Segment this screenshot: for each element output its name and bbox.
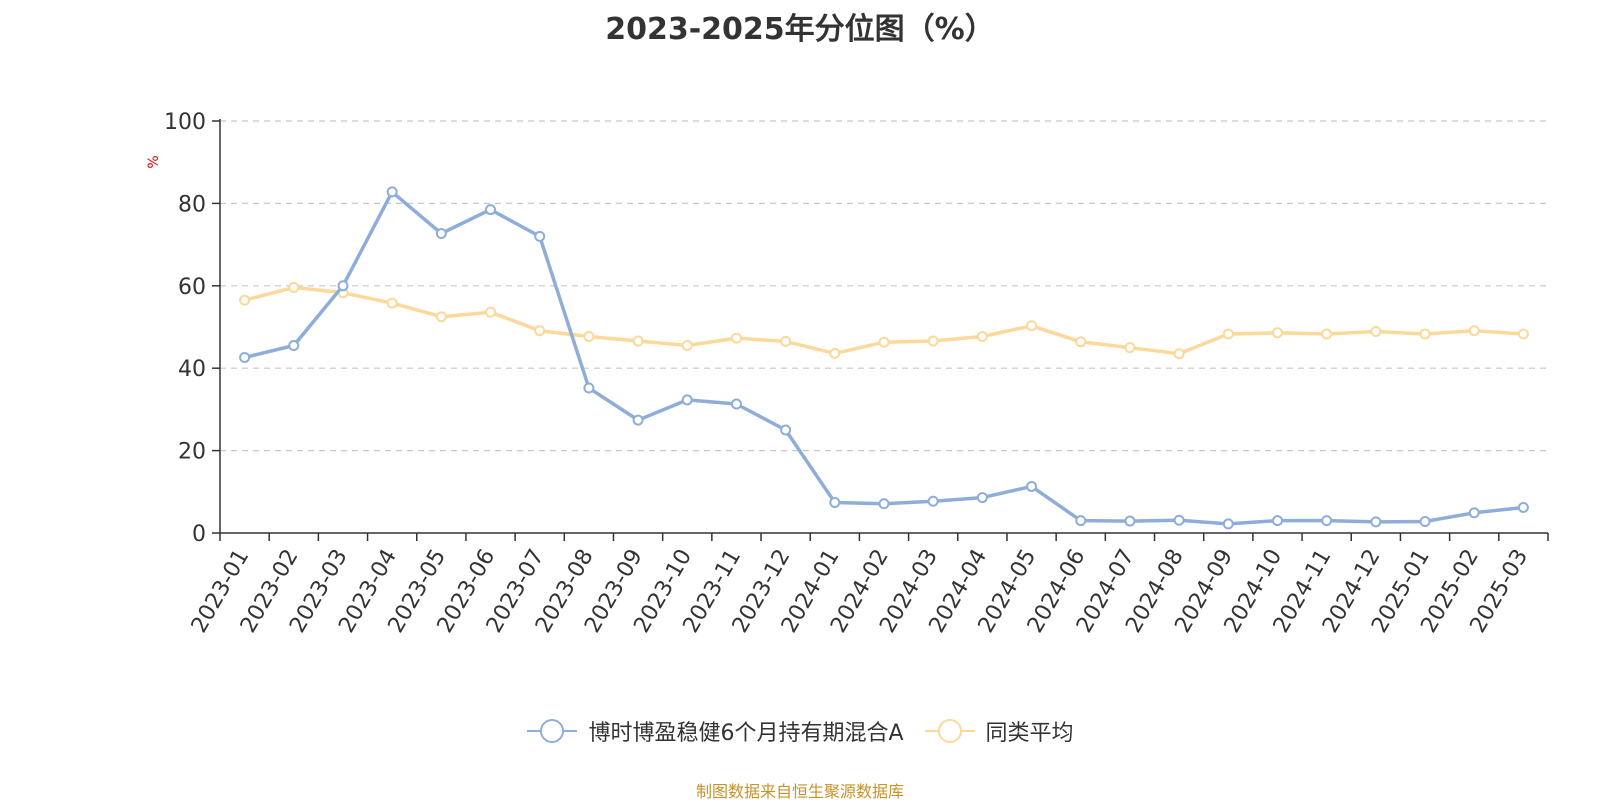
data-point[interactable] [632, 335, 644, 347]
data-point[interactable] [1419, 515, 1431, 527]
data-point[interactable] [878, 498, 890, 510]
legend-item-fund[interactable]: 博时博盈稳健6个月持有期混合A [526, 715, 904, 747]
data-point[interactable] [829, 497, 841, 509]
data-point[interactable] [1124, 515, 1136, 527]
data-point[interactable] [976, 330, 988, 342]
data-point[interactable] [976, 492, 988, 504]
series-line-0 [242, 190, 1526, 526]
data-point[interactable] [1124, 342, 1136, 354]
data-point[interactable] [1370, 516, 1382, 528]
data-point[interactable] [1321, 328, 1333, 340]
data-point[interactable] [239, 351, 251, 363]
data-point[interactable] [780, 335, 792, 347]
data-point[interactable] [829, 347, 841, 359]
data-point[interactable] [1026, 480, 1038, 492]
data-point[interactable] [1468, 325, 1480, 337]
chart-title: 2023-2025年分位图（%） [605, 12, 995, 47]
data-point[interactable] [435, 311, 447, 323]
legend: 博时博盈稳健6个月持有期混合A 同类平均 [0, 715, 1600, 747]
data-point[interactable] [1075, 336, 1087, 348]
data-source-note: 制图数据来自恒生聚源数据库 [695, 782, 904, 801]
y-tick-label: 60 [178, 275, 206, 300]
data-point[interactable] [1517, 328, 1529, 340]
legend-peer-marker-icon [924, 719, 975, 743]
data-point[interactable] [1517, 501, 1529, 513]
data-point[interactable] [485, 204, 497, 216]
data-point[interactable] [583, 382, 595, 394]
data-point[interactable] [681, 394, 693, 406]
series-lines [239, 186, 1529, 530]
data-point[interactable] [1075, 515, 1087, 527]
data-point[interactable] [927, 335, 939, 347]
data-point[interactable] [1468, 507, 1480, 519]
data-point[interactable] [386, 297, 398, 309]
grid-lines [220, 120, 1548, 452]
data-point[interactable] [1173, 348, 1185, 360]
data-point[interactable] [288, 281, 300, 293]
legend-fund-marker-icon [527, 719, 578, 743]
data-point[interactable] [878, 336, 890, 348]
data-point[interactable] [386, 186, 398, 198]
data-point[interactable] [1321, 515, 1333, 527]
data-point[interactable] [288, 340, 300, 352]
y-tick-label: 20 [178, 440, 206, 465]
data-point[interactable] [534, 230, 546, 242]
data-point[interactable] [239, 294, 251, 306]
data-point[interactable] [681, 340, 693, 352]
data-point[interactable] [927, 495, 939, 507]
data-point[interactable] [1271, 515, 1283, 527]
y-tick-label: 40 [178, 357, 206, 382]
data-point[interactable] [485, 306, 497, 318]
data-point[interactable] [730, 398, 742, 410]
legend-fund-label: 博时博盈稳健6个月持有期混合A [588, 721, 904, 746]
data-point[interactable] [780, 424, 792, 436]
y-tick-label: 80 [178, 192, 206, 217]
data-point[interactable] [337, 280, 349, 292]
axes: 0204060801002023-012023-022023-032023-04… [164, 110, 1549, 637]
data-point[interactable] [1173, 514, 1185, 526]
data-point[interactable] [1222, 518, 1234, 530]
legend-item-peer-average[interactable]: 同类平均 [924, 715, 1074, 747]
y-tick-label: 0 [192, 522, 206, 547]
data-point[interactable] [534, 325, 546, 337]
data-point[interactable] [1419, 328, 1431, 340]
series-1 [239, 281, 1529, 360]
data-point[interactable] [1271, 327, 1283, 339]
y-tick-label: 100 [164, 110, 206, 135]
data-point[interactable] [632, 414, 644, 426]
legend-peer-label: 同类平均 [985, 721, 1074, 746]
data-point[interactable] [1026, 320, 1038, 332]
data-point[interactable] [435, 227, 447, 239]
series-0 [239, 186, 1529, 530]
data-point[interactable] [730, 332, 742, 344]
data-point[interactable] [1370, 326, 1382, 338]
data-point[interactable] [1222, 328, 1234, 340]
data-point[interactable] [583, 330, 595, 342]
y-axis-unit: % [146, 155, 162, 168]
